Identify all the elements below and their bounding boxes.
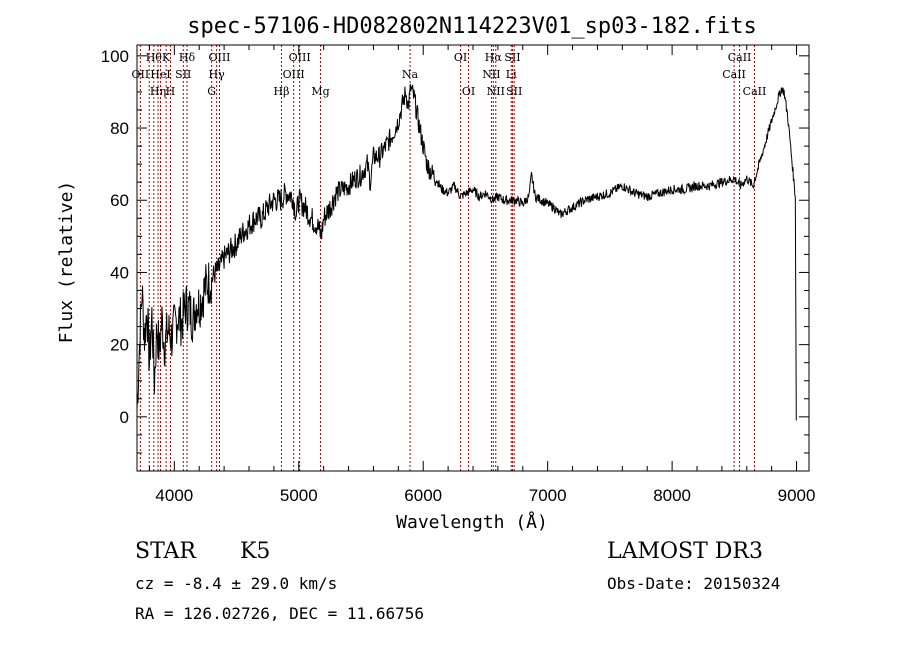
y-tick-label: 100 [101, 47, 129, 66]
redshift-info: cz = -8.4 ± 29.0 km/s [135, 574, 338, 593]
x-axis-label: Wavelength (Å) [396, 511, 548, 533]
line-id-label: Li [506, 68, 517, 81]
line-id-label: OIII [289, 51, 311, 64]
line-id-label: Mg [311, 85, 329, 98]
line-id-label: Hδ [179, 51, 196, 64]
line-id-label: Na [402, 68, 419, 81]
line-id-label: Hη [150, 85, 166, 98]
line-id-label: Hα [485, 51, 503, 64]
y-tick-label: 0 [120, 408, 129, 427]
spectrum-series-line [136, 83, 797, 421]
line-id-label: OIII [208, 51, 230, 64]
line-id-label: OIII [283, 68, 305, 81]
coordinates: RA = 126.02726, DEC = 11.66756 [135, 604, 424, 623]
line-id-label: Hθ [146, 51, 163, 64]
line-id-label: CaII [743, 85, 767, 98]
survey-label: LAMOST DR3 [607, 539, 763, 564]
y-axis-label: Flux (relative) [56, 181, 77, 344]
object-subclass: K5 [240, 539, 271, 564]
x-tick-label: 7000 [529, 486, 567, 505]
y-tick-label: 80 [110, 119, 129, 138]
line-id-label: CaII [722, 68, 746, 81]
obs-date: Obs-Date: 20150324 [607, 574, 781, 593]
line-id-label: CaII [728, 51, 752, 64]
line-id-markers [139, 45, 755, 471]
line-id-label: HeI [150, 68, 170, 81]
line-id-label: K [162, 51, 171, 64]
line-id-label: OI [454, 51, 467, 64]
line-id-labels: OII Hθ Hη HeI K H SII Hδ G Hγ OIII Hβ OIII OIII Mg Na OI… [132, 51, 767, 98]
line-id-label: H [166, 85, 176, 98]
line-id-label: OII [132, 68, 150, 81]
chart-title: spec-57106-HD082802N114223V01_sp03-182.f… [187, 14, 757, 39]
object-class: STAR [135, 539, 196, 564]
line-id-label: NII [487, 85, 505, 98]
line-id-label: Hβ [274, 85, 290, 98]
line-id-label: G [207, 85, 216, 98]
y-axis: 0 20 40 60 80 100 [101, 47, 809, 454]
line-id-label: Hγ [209, 68, 226, 81]
y-tick-label: 60 [110, 191, 129, 210]
x-tick-label: 5000 [280, 486, 318, 505]
y-tick-label: 20 [110, 336, 129, 355]
x-tick-label: 9000 [778, 486, 816, 505]
x-tick-label: 4000 [155, 486, 193, 505]
line-id-label: SII [504, 51, 520, 64]
x-tick-label: 8000 [653, 486, 691, 505]
x-tick-label: 6000 [404, 486, 442, 505]
line-id-label: SII [175, 68, 191, 81]
line-id-label: OI [462, 85, 475, 98]
line-id-label: NII [482, 68, 500, 81]
x-axis: 4000 5000 6000 7000 8000 9000 [148, 45, 816, 505]
plot-frame [136, 44, 810, 472]
y-tick-label: 40 [110, 263, 129, 282]
line-id-label: SII [506, 85, 522, 98]
